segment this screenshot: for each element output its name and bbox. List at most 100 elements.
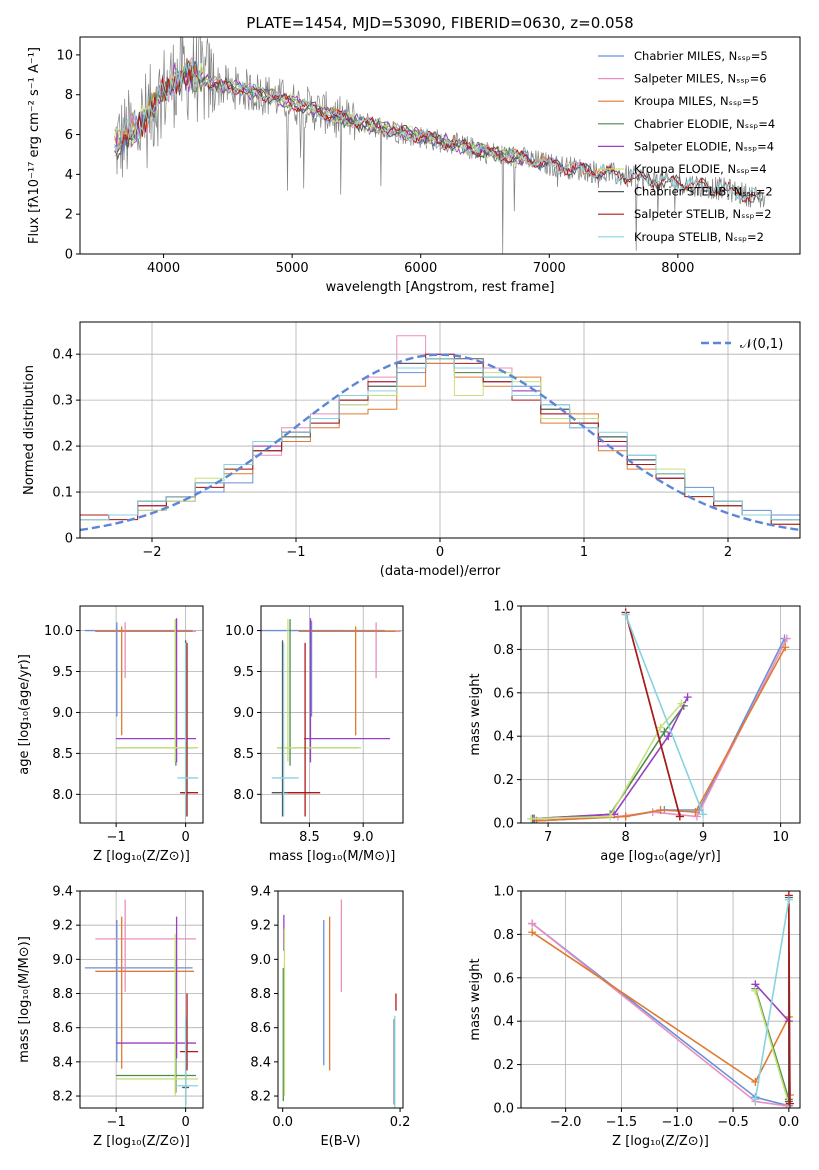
y-tick-label: 10.0 <box>44 624 73 639</box>
weight-marker-kroupa_elodie <box>677 699 686 708</box>
age_vs_mass-panel: 8.5 9.0 8.0 8.5 9.0 9.5 10.0 mass [log₁₀(M/M⊙)] <box>225 605 404 864</box>
y-tick-label: 1.0 <box>493 600 514 615</box>
weight-marker-kroupa_elodie <box>656 723 665 732</box>
axes-frame <box>79 605 204 824</box>
weight-marker-salpeter_stelib <box>785 1099 794 1108</box>
x-tick-label: −2 <box>142 545 161 560</box>
weight_vs_age-lines <box>527 608 791 823</box>
x-tick-label: 2 <box>724 545 732 560</box>
y-tick-label: 2 <box>65 208 73 223</box>
x-tick-label: 6000 <box>404 261 437 276</box>
weight-marker-kroupa_miles <box>528 928 537 937</box>
legend-label-chabrier_elodie: Chabrier ELODIE, Nₛₛₚ=4 <box>634 117 775 131</box>
weight-line-kroupa_miles <box>531 931 791 1096</box>
y-tick-label: 9.0 <box>52 706 73 721</box>
y-tick-label: 0.3 <box>52 394 73 409</box>
x-axis-label: E(B-V) <box>320 1134 360 1149</box>
mass_vs_Z-points <box>84 899 199 1108</box>
x-tick-label: 9.0 <box>353 830 374 845</box>
y-tick-label: 0.0 <box>493 1102 514 1117</box>
x-tick-label: 5000 <box>276 261 309 276</box>
y-tick-label: 9.0 <box>233 706 254 721</box>
x-axis-label: wavelength [Angstrom, rest frame] <box>326 280 555 295</box>
y-tick-label: 9.5 <box>233 665 254 680</box>
legend-label-salpeter_stelib: Salpeter STELIB, Nₛₛₚ=2 <box>634 207 772 221</box>
axes-frame <box>520 890 801 1109</box>
x-tick-label: 0 <box>436 545 444 560</box>
weight-marker-kroupa_miles <box>781 643 790 652</box>
y-tick-label: 8.8 <box>250 987 271 1002</box>
x-tick-label: 9 <box>699 830 707 845</box>
age_vs_Z-panel: −1 0 8.0 8.5 9.0 9.5 10.0 Z [log₁₀(Z/Z⊙)] age [l… <box>17 605 204 864</box>
y-tick-label: 0 <box>65 248 73 263</box>
weight-line-chabrier_elodie <box>532 705 685 820</box>
weight-marker-salpeter_miles <box>782 634 791 643</box>
x-tick-label: −1 <box>107 830 126 845</box>
y-tick-label: 10.0 <box>225 624 254 639</box>
y-axis-label: mass [log₁₀(M/M⊙)] <box>17 936 32 1063</box>
weight-marker-salpeter_miles <box>528 919 537 928</box>
x-tick-label: 0.0 <box>778 1115 799 1130</box>
y-tick-label: 8.6 <box>250 1021 271 1036</box>
weight-marker-kroupa_miles <box>691 808 700 817</box>
axes-frame <box>520 605 801 824</box>
x-axis-label: mass [log₁₀(M/M⊙)] <box>269 849 396 864</box>
y-tick-label: 9.4 <box>250 885 271 900</box>
y-tick-label: 8.6 <box>52 1021 73 1036</box>
y-tick-label: 0.8 <box>493 643 514 658</box>
x-tick-label: −2.0 <box>550 1115 582 1130</box>
weight-marker-kroupa_elodie <box>751 986 760 995</box>
chart-title: PLATE=1454, MJD=53090, FIBERID=0630, z=0… <box>246 14 633 32</box>
y-axis-label: Flux [fλ10⁻¹⁷ erg cm⁻² s⁻¹ A⁻¹] <box>27 47 42 244</box>
weight-line-salpeter_elodie <box>534 696 689 820</box>
x-tick-label: 8.5 <box>299 830 320 845</box>
x-tick-label: −1 <box>286 545 305 560</box>
weight-marker-salpeter_miles <box>692 812 701 821</box>
y-tick-label: 8.4 <box>52 1055 73 1070</box>
x-axis-label: (data-model)/error <box>380 564 501 579</box>
histogram-salpeter_stelib <box>80 353 800 525</box>
weight_vs_Z-panel: −2.0 −1.5 −1.0 −0.5 0.0 0.0 0.2 0.4 0.6 0.8 1.0 Z [… <box>468 885 801 1149</box>
x-tick-label: 10 <box>772 830 789 845</box>
weight-marker-kroupa_elodie <box>606 812 615 821</box>
y-tick-label: 6 <box>65 128 73 143</box>
x-tick-label: −1.0 <box>661 1115 693 1130</box>
x-axis-label: age [log₁₀(age/yr)] <box>600 849 721 864</box>
weight-marker-chabrier_elodie <box>660 727 669 736</box>
x-tick-label: 8 <box>621 830 629 845</box>
y-tick-label: 9.5 <box>52 665 73 680</box>
histogram-kroupa_stelib <box>80 358 800 521</box>
y-tick-label: 1.0 <box>493 885 514 900</box>
mass_vs_Z-panel: −1 0 8.2 8.4 8.6 8.8 9.0 9.2 9.4 Z [log₁₀(Z/Z⊙)] m… <box>17 885 204 1149</box>
y-tick-label: 0.2 <box>493 773 514 788</box>
legend-label-kroupa_miles: Kroupa MILES, Nₛₛₚ=5 <box>634 94 759 108</box>
y-tick-label: 0 <box>65 532 73 547</box>
x-tick-label: 0 <box>181 830 189 845</box>
weight-line-salpeter_stelib <box>624 612 681 817</box>
x-tick-label: 4000 <box>147 261 180 276</box>
y-tick-label: 8.4 <box>250 1055 271 1070</box>
y-tick-label: 8.5 <box>52 747 73 762</box>
age_vs_mass-points <box>261 618 401 817</box>
weight-line-kroupa_elodie <box>754 990 790 1104</box>
legend-label-kroupa_elodie: Kroupa ELODIE, Nₛₛₚ=4 <box>634 162 767 176</box>
weight-line-kroupa_stelib <box>624 614 704 815</box>
normal-curve <box>80 353 800 532</box>
spectrum-panel: 4000 5000 6000 7000 8000 0 2 4 6 8 10 PLATE=1454, M… <box>27 14 801 295</box>
axes-frame <box>79 36 801 255</box>
y-tick-label: 8.2 <box>250 1090 271 1105</box>
weight-marker-kroupa_stelib <box>699 810 708 819</box>
legend-label-salpeter_miles: Salpeter MILES, Nₛₛₚ=6 <box>634 72 767 86</box>
x-tick-label: 1 <box>580 545 588 560</box>
y-tick-label: 0.0 <box>493 817 514 832</box>
y-tick-label: 0.4 <box>493 1015 514 1030</box>
legend-label-chabrier_stelib: Chabrier STELIB, Nₛₛₚ=2 <box>634 185 773 199</box>
y-tick-label: 9.4 <box>52 885 73 900</box>
y-tick-label: 9.0 <box>250 953 271 968</box>
x-tick-label: 7 <box>544 830 552 845</box>
x-tick-label: −0.5 <box>717 1115 749 1130</box>
y-tick-label: 4 <box>65 168 73 183</box>
model-spectrum-line-kroupa_elodie <box>114 62 524 166</box>
y-axis-label: mass weight <box>468 673 483 755</box>
